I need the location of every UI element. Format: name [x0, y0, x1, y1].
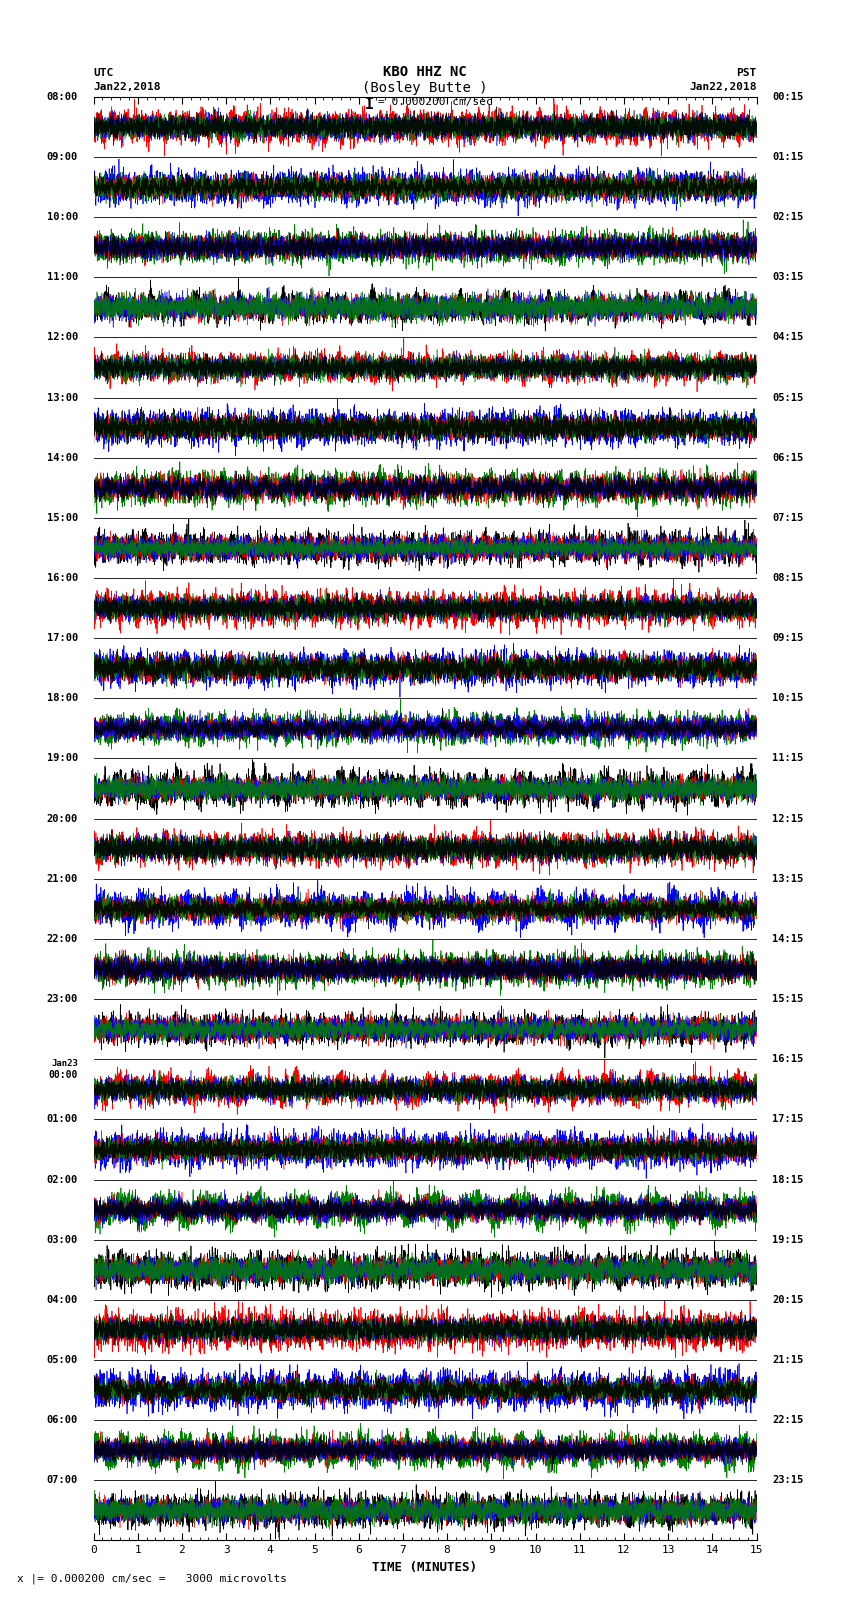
Text: 03:15: 03:15 — [772, 273, 803, 282]
Text: 08:15: 08:15 — [772, 573, 803, 582]
Text: 23:00: 23:00 — [47, 994, 78, 1003]
Text: 12:15: 12:15 — [772, 813, 803, 824]
Text: Jan22,2018: Jan22,2018 — [94, 82, 161, 92]
Text: 01:15: 01:15 — [772, 152, 803, 161]
Text: 00:00: 00:00 — [48, 1069, 78, 1081]
Text: 14:00: 14:00 — [47, 453, 78, 463]
Text: 11:00: 11:00 — [47, 273, 78, 282]
Text: 17:15: 17:15 — [772, 1115, 803, 1124]
Text: 21:00: 21:00 — [47, 874, 78, 884]
Text: 04:15: 04:15 — [772, 332, 803, 342]
Text: 02:15: 02:15 — [772, 211, 803, 223]
Text: 19:00: 19:00 — [47, 753, 78, 763]
Text: 13:15: 13:15 — [772, 874, 803, 884]
X-axis label: TIME (MINUTES): TIME (MINUTES) — [372, 1561, 478, 1574]
Text: KBO HHZ NC: KBO HHZ NC — [383, 65, 467, 79]
Text: 22:15: 22:15 — [772, 1415, 803, 1426]
Text: (Bosley Butte ): (Bosley Butte ) — [362, 81, 488, 95]
Text: 09:00: 09:00 — [47, 152, 78, 161]
Text: 08:00: 08:00 — [47, 92, 78, 102]
Text: I: I — [366, 97, 374, 111]
Text: 00:15: 00:15 — [772, 92, 803, 102]
Text: 16:15: 16:15 — [772, 1055, 803, 1065]
Text: 18:15: 18:15 — [772, 1174, 803, 1184]
Text: 17:00: 17:00 — [47, 634, 78, 644]
Text: 07:00: 07:00 — [47, 1476, 78, 1486]
Text: 21:15: 21:15 — [772, 1355, 803, 1365]
Text: 20:15: 20:15 — [772, 1295, 803, 1305]
Text: Jan22,2018: Jan22,2018 — [689, 82, 756, 92]
Text: 05:00: 05:00 — [47, 1355, 78, 1365]
Text: 07:15: 07:15 — [772, 513, 803, 523]
Text: UTC: UTC — [94, 68, 114, 77]
Text: 14:15: 14:15 — [772, 934, 803, 944]
Text: 16:00: 16:00 — [47, 573, 78, 582]
Text: 06:00: 06:00 — [47, 1415, 78, 1426]
Text: 23:15: 23:15 — [772, 1476, 803, 1486]
Text: 03:00: 03:00 — [47, 1234, 78, 1245]
Text: PST: PST — [736, 68, 756, 77]
Text: 09:15: 09:15 — [772, 634, 803, 644]
Text: 02:00: 02:00 — [47, 1174, 78, 1184]
Text: Jan23: Jan23 — [51, 1060, 78, 1068]
Text: 06:15: 06:15 — [772, 453, 803, 463]
Text: 18:00: 18:00 — [47, 694, 78, 703]
Text: 15:00: 15:00 — [47, 513, 78, 523]
Text: x |= 0.000200 cm/sec =   3000 microvolts: x |= 0.000200 cm/sec = 3000 microvolts — [17, 1573, 287, 1584]
Text: 01:00: 01:00 — [47, 1115, 78, 1124]
Text: 10:00: 10:00 — [47, 211, 78, 223]
Text: 11:15: 11:15 — [772, 753, 803, 763]
Text: 10:15: 10:15 — [772, 694, 803, 703]
Text: 15:15: 15:15 — [772, 994, 803, 1003]
Text: 04:00: 04:00 — [47, 1295, 78, 1305]
Text: = 0.000200 cm/sec: = 0.000200 cm/sec — [378, 97, 493, 106]
Text: 22:00: 22:00 — [47, 934, 78, 944]
Text: 13:00: 13:00 — [47, 392, 78, 403]
Text: 19:15: 19:15 — [772, 1234, 803, 1245]
Text: 20:00: 20:00 — [47, 813, 78, 824]
Text: 12:00: 12:00 — [47, 332, 78, 342]
Text: 05:15: 05:15 — [772, 392, 803, 403]
